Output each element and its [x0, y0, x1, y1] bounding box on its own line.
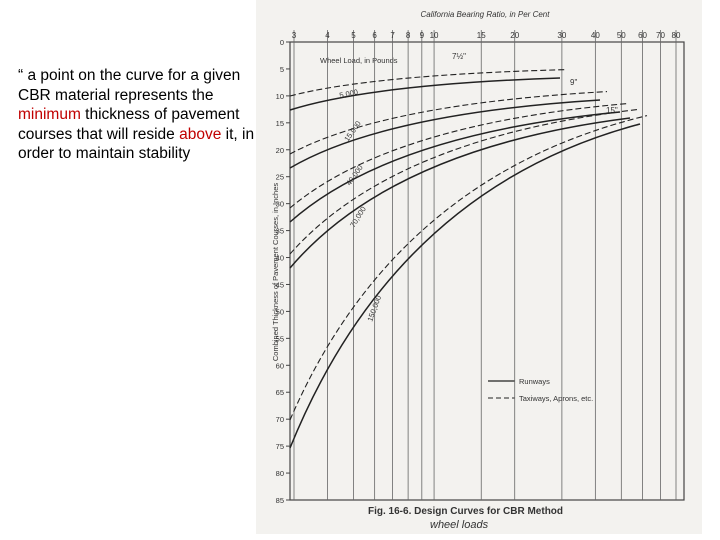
design-curve [289, 123, 641, 449]
y-tick-label: 80 [276, 469, 284, 478]
design-curve [289, 77, 561, 111]
wheel-load-title: Wheel Load, in Pounds [320, 56, 398, 65]
y-tick-label: 85 [276, 496, 284, 505]
design-curve [289, 99, 601, 169]
caption: Fig. 16-6. Design Curves for CBR Method [368, 506, 563, 517]
design-curve [289, 109, 638, 255]
y-tick-label: 5 [280, 65, 284, 74]
y-axis-title: Combined Thickness of Pavement Courses, … [271, 183, 280, 362]
y-tick-label: 40 [276, 254, 284, 263]
design-curve [289, 91, 608, 155]
text: it, in order to maintain stability [18, 125, 255, 163]
top-tick-label: 40 [591, 31, 600, 40]
text-emphasis: above [179, 125, 222, 143]
text: thickness of pavement courses that will … [18, 106, 240, 143]
y-tick-label: 30 [276, 200, 284, 209]
text-emphasis: minimum [18, 106, 81, 123]
design-curve [289, 69, 568, 97]
legend-label: Runways [519, 377, 550, 386]
top-tick-label: 50 [617, 31, 626, 40]
grid: 3 4 5 6 7 8 9 10 15 20 30 40 50 60 70 80051015202530354… [276, 30, 681, 505]
y-tick-label: 15 [276, 119, 284, 128]
top-tick-label: 3 [292, 31, 297, 40]
top-tick-label: 9 [420, 31, 425, 40]
y-tick-label: 70 [276, 415, 284, 424]
curves [289, 69, 648, 449]
y-tick-label: 65 [276, 388, 284, 397]
thickness-label: 7½" [452, 52, 466, 61]
top-tick-label: 5 [351, 31, 356, 40]
text: “ a point on the curve for a given CBR m… [18, 67, 241, 104]
top-tick-label: 30 [557, 31, 566, 40]
top-tick-label: 6 [372, 31, 377, 40]
handwritten-note: wheel loads [430, 519, 489, 531]
top-tick-label: 15 [477, 31, 486, 40]
y-tick-label: 50 [276, 307, 284, 316]
top-tick-label: 8 [406, 31, 411, 40]
y-tick-label: 25 [276, 173, 284, 182]
top-tick-label: 4 [325, 31, 330, 40]
top-tick-label: 10 [430, 31, 439, 40]
y-tick-label: 35 [276, 227, 284, 236]
y-tick-label: 75 [276, 442, 284, 451]
top-tick-label: 20 [510, 31, 519, 40]
scan-background [256, 0, 702, 534]
y-tick-label: 10 [276, 92, 284, 101]
y-tick-label: 60 [276, 361, 284, 370]
y-tick-label: 20 [276, 146, 284, 155]
top-tick-label: 7 [390, 31, 395, 40]
top-tick-label: 70 [656, 31, 665, 40]
top-tick-label: 80 [672, 31, 681, 40]
top-axis-title: California Bearing Ratio, in Per Cent [421, 10, 551, 19]
design-curve [289, 115, 648, 421]
design-curve [289, 117, 631, 269]
thickness-label: 15" [606, 106, 618, 115]
plot-frame [289, 41, 685, 501]
y-tick-label: 55 [276, 334, 284, 343]
legend-label: Taxiways, Aprons, etc. [519, 394, 593, 403]
top-tick-label: 60 [638, 31, 647, 40]
thickness-label: 9" [570, 78, 577, 87]
slide-text: “ a point on the curve for a given CBR m… [18, 66, 268, 164]
y-tick-label: 0 [280, 38, 284, 47]
y-tick-label: 45 [276, 280, 284, 289]
design-curve [289, 111, 621, 223]
